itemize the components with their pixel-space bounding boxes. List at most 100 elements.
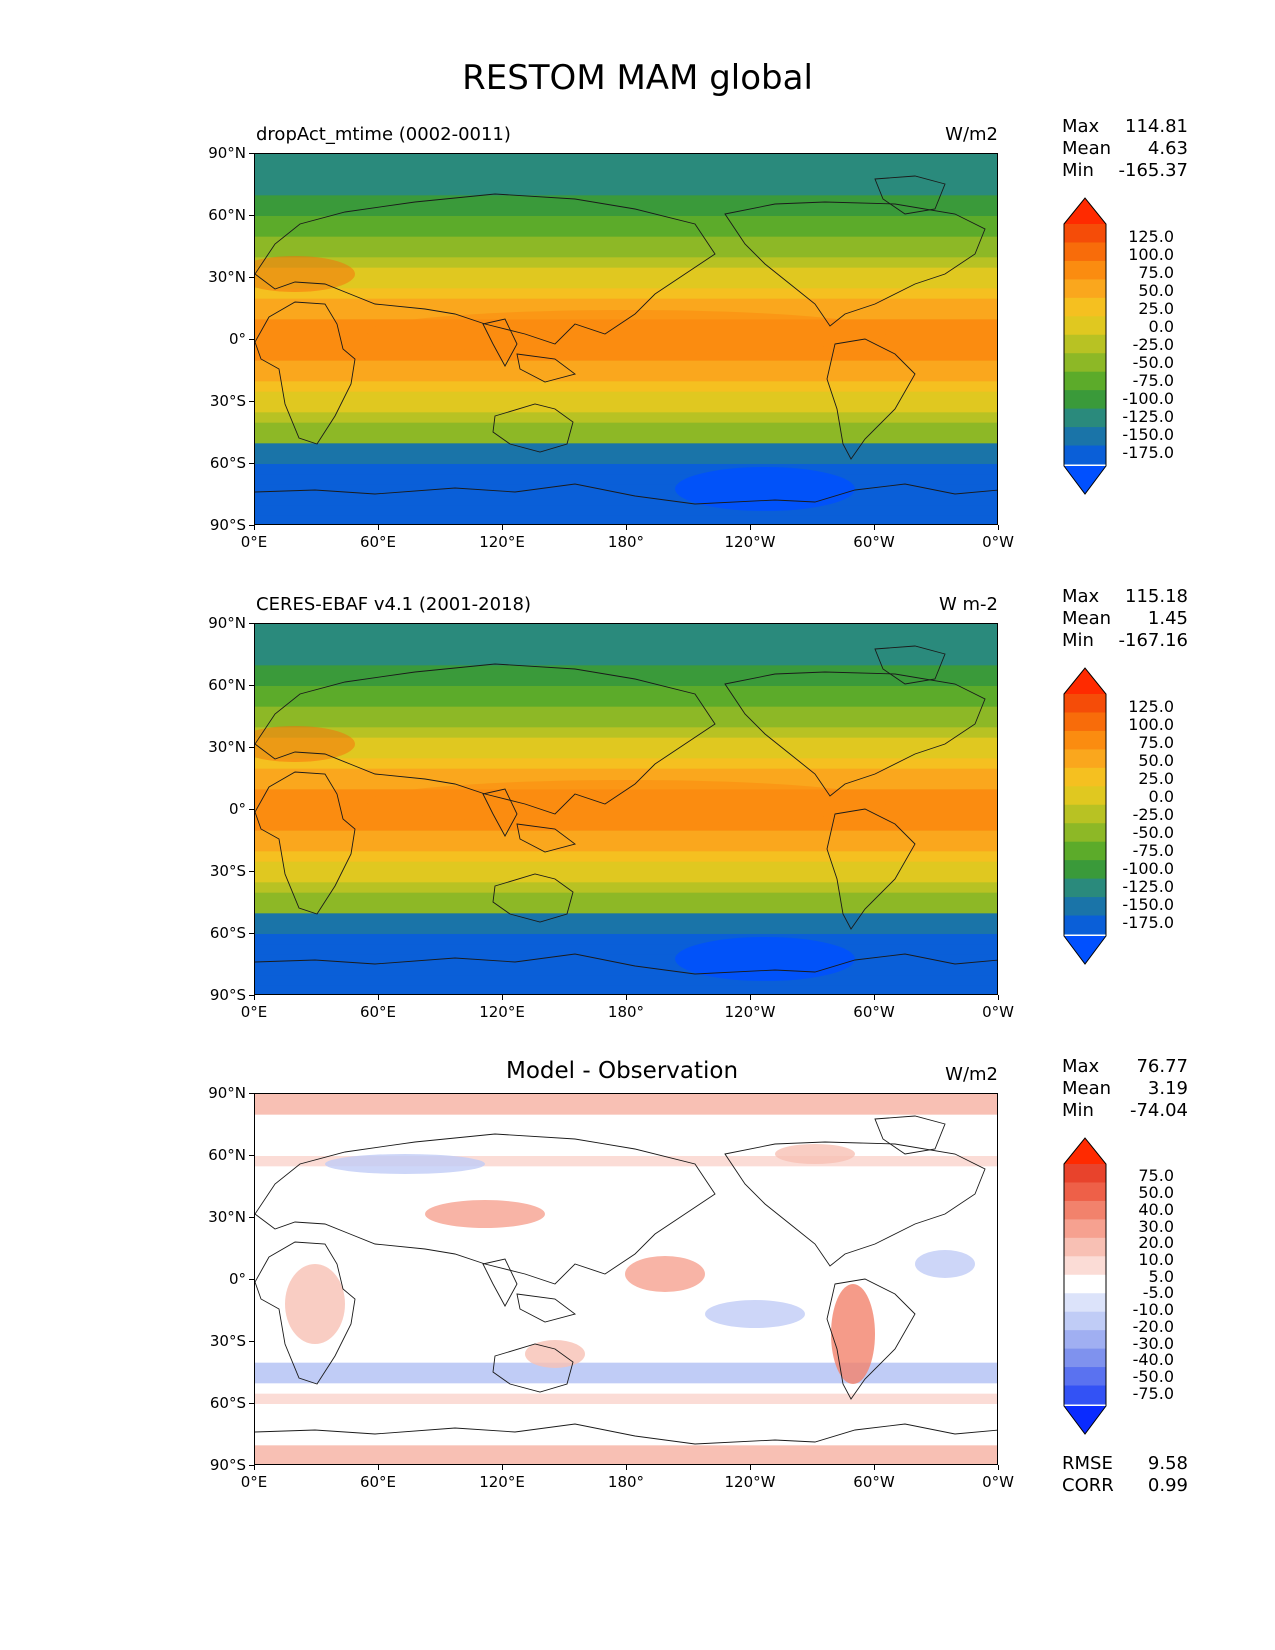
stat-label: Mean bbox=[1062, 1078, 1112, 1099]
lon-tick-mark bbox=[502, 995, 503, 1000]
colorbar-segment bbox=[1064, 353, 1106, 373]
colorbar-tick-label: -50.0 bbox=[1132, 823, 1174, 842]
metric-label: RMSE bbox=[1062, 1453, 1113, 1474]
colorbar-tick-label: -10.0 bbox=[1132, 1300, 1174, 1320]
lon-tick-label: 60°W bbox=[853, 1003, 895, 1021]
colorbar-tick-label: 50.0 bbox=[1138, 751, 1174, 770]
metric-label: CORR bbox=[1062, 1475, 1114, 1496]
colorbar-segment bbox=[1064, 860, 1106, 880]
colorbar-segment bbox=[1064, 390, 1106, 410]
lon-tick-mark bbox=[750, 525, 751, 530]
colorbar-segment bbox=[1064, 260, 1106, 280]
colorbar-tick-label: 50.0 bbox=[1138, 281, 1174, 300]
colorbar-segment bbox=[1064, 1274, 1106, 1294]
stat-label: Min bbox=[1062, 160, 1094, 181]
lat-tick-mark bbox=[249, 153, 254, 154]
lon-tick-mark bbox=[378, 1465, 379, 1470]
lon-tick-mark bbox=[626, 525, 627, 530]
lat-tick-label: 30°S bbox=[209, 862, 246, 880]
colorbar-tick-label: -50.0 bbox=[1132, 353, 1174, 372]
lon-tick-label: 60°E bbox=[359, 1003, 397, 1021]
colorbar-tick-label: -25.0 bbox=[1132, 335, 1174, 354]
stat-value: 3.19 bbox=[1147, 1078, 1188, 1099]
lat-tick-mark bbox=[249, 401, 254, 402]
lon-tick-mark bbox=[998, 525, 999, 530]
colorbar-cap-bottom bbox=[1064, 1406, 1106, 1434]
lat-tick-label: 0° bbox=[228, 330, 246, 348]
colorbar-tick-label: -125.0 bbox=[1122, 407, 1174, 426]
lon-tick-label: 120°W bbox=[724, 533, 776, 551]
lat-tick-label: 60°S bbox=[209, 1394, 246, 1412]
lat-tick-mark bbox=[249, 1279, 254, 1280]
map-field bbox=[255, 624, 997, 994]
colorbar-segment bbox=[1064, 316, 1106, 336]
colorbar-tick-label: -75.0 bbox=[1132, 1383, 1174, 1403]
colorbar-segment bbox=[1064, 804, 1106, 824]
lat-tick-mark bbox=[249, 463, 254, 464]
colorbar-segment bbox=[1064, 767, 1106, 787]
colorbar-tick-label: 125.0 bbox=[1128, 697, 1174, 716]
colorbar-tick-label: -125.0 bbox=[1122, 877, 1174, 896]
metric-value: 0.99 bbox=[1147, 1475, 1188, 1496]
colorbar-tick-label: 25.0 bbox=[1138, 769, 1174, 788]
colorbar-tick-label: -175.0 bbox=[1122, 913, 1174, 932]
lon-tick-label: 60°W bbox=[853, 533, 895, 551]
lon-tick-label: 0°W bbox=[982, 1003, 1014, 1021]
lat-tick-mark bbox=[249, 685, 254, 686]
lat-tick-label: 60°N bbox=[208, 676, 246, 694]
panel-units: W/m2 bbox=[945, 124, 998, 145]
lon-tick-mark bbox=[502, 525, 503, 530]
colorbar-segment bbox=[1064, 334, 1106, 354]
colorbar-segment bbox=[1064, 1182, 1106, 1202]
colorbar-segment bbox=[1064, 242, 1106, 262]
lon-tick-mark bbox=[874, 1465, 875, 1470]
lon-tick-mark bbox=[874, 995, 875, 1000]
colorbar-segment bbox=[1064, 694, 1106, 713]
colorbar-segment bbox=[1064, 1311, 1106, 1331]
lat-tick-mark bbox=[249, 1155, 254, 1156]
lon-tick-label: 60°E bbox=[359, 533, 397, 551]
lon-tick-label: 120°E bbox=[479, 533, 525, 551]
lon-tick-mark bbox=[626, 1465, 627, 1470]
stat-label: Max bbox=[1062, 1056, 1100, 1077]
colorbar-segment bbox=[1064, 730, 1106, 750]
lat-tick-label: 60°N bbox=[208, 206, 246, 224]
lon-tick-label: 120°W bbox=[724, 1003, 776, 1021]
colorbar-segment bbox=[1064, 1367, 1106, 1387]
lat-tick-label: 90°S bbox=[209, 1456, 246, 1474]
panel-title: Model - Observation bbox=[506, 1058, 739, 1084]
colorbar-tick-label: 75.0 bbox=[1138, 263, 1174, 282]
colorbar-cap-bottom bbox=[1064, 936, 1106, 964]
lat-tick-label: 0° bbox=[228, 800, 246, 818]
map-field bbox=[255, 1094, 997, 1464]
colorbar-segment bbox=[1064, 1237, 1106, 1257]
map-field bbox=[255, 154, 997, 524]
lat-tick-mark bbox=[249, 277, 254, 278]
colorbar-tick-label: 40.0 bbox=[1138, 1199, 1174, 1219]
colorbar-tick-label: 20.0 bbox=[1138, 1233, 1174, 1253]
colorbar-segment bbox=[1064, 1200, 1106, 1220]
colorbar-segment bbox=[1064, 408, 1106, 428]
lat-tick-label: 30°N bbox=[208, 268, 246, 286]
colorbar-tick-label: 0.0 bbox=[1148, 317, 1174, 336]
colorbar-segment bbox=[1064, 749, 1106, 769]
lat-tick-label: 30°S bbox=[209, 392, 246, 410]
lon-tick-mark bbox=[626, 995, 627, 1000]
lat-tick-label: 90°N bbox=[208, 1084, 246, 1102]
lat-tick-mark bbox=[249, 747, 254, 748]
stat-value: -165.37 bbox=[1118, 160, 1188, 181]
lon-tick-mark bbox=[254, 525, 255, 530]
lon-tick-label: 120°E bbox=[479, 1003, 525, 1021]
stat-value: 115.18 bbox=[1125, 586, 1188, 607]
colorbar-tick-label: 30.0 bbox=[1138, 1216, 1174, 1236]
colorbar-tick-label: -175.0 bbox=[1122, 443, 1174, 462]
stat-value: -74.04 bbox=[1129, 1100, 1188, 1121]
colorbar-segment bbox=[1064, 841, 1106, 861]
lat-tick-mark bbox=[249, 1093, 254, 1094]
colorbar-segment bbox=[1064, 1330, 1106, 1350]
stat-value: -167.16 bbox=[1118, 630, 1188, 651]
colorbar-segment bbox=[1064, 1256, 1106, 1276]
colorbar-tick-label: -50.0 bbox=[1132, 1366, 1174, 1386]
lon-tick-mark bbox=[254, 995, 255, 1000]
colorbar-segment bbox=[1064, 712, 1106, 732]
